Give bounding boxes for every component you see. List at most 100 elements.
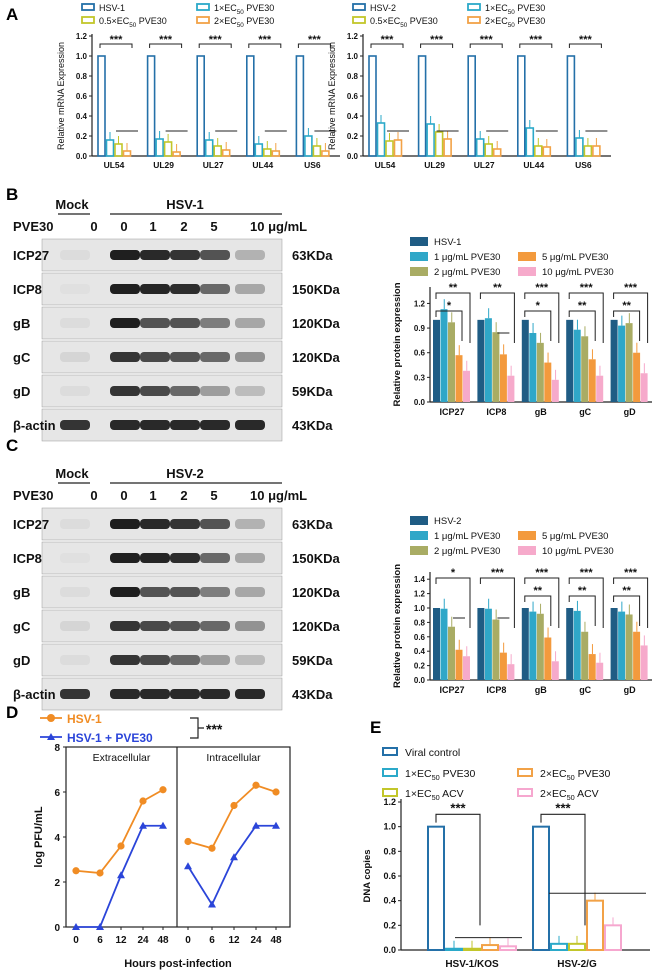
sig-label-outer: *** bbox=[580, 282, 594, 294]
bar bbox=[521, 319, 529, 402]
bar bbox=[213, 145, 222, 157]
bar bbox=[114, 143, 123, 157]
y-tick-label: 0.0 bbox=[383, 945, 396, 955]
x-tick-label: 48 bbox=[157, 935, 169, 946]
bar bbox=[484, 608, 492, 680]
legend-label: 5 μg/mL PVE30 bbox=[542, 252, 608, 263]
bar bbox=[573, 329, 581, 402]
y-tick-label: 0.3 bbox=[414, 373, 426, 382]
sig-label-outer: *** bbox=[624, 567, 638, 579]
bar bbox=[481, 944, 499, 951]
blot-band bbox=[170, 621, 200, 631]
legend-swatch bbox=[518, 531, 536, 540]
protein-label: ICP8 bbox=[13, 551, 42, 566]
bar bbox=[581, 336, 589, 402]
bar bbox=[536, 342, 544, 402]
category-label: US6 bbox=[304, 160, 321, 170]
panel-label-e: E bbox=[370, 718, 381, 737]
bar bbox=[507, 375, 515, 402]
sig-label-inner: * bbox=[536, 300, 541, 312]
bar bbox=[467, 55, 477, 157]
size-label: 120KDa bbox=[292, 350, 340, 365]
bar bbox=[625, 323, 633, 402]
protein-label: ICP27 bbox=[13, 248, 49, 263]
blot-band bbox=[110, 689, 140, 699]
blot-band bbox=[60, 386, 90, 396]
y-tick-label: 1.2 bbox=[414, 590, 426, 599]
blot-band bbox=[170, 420, 200, 430]
bar bbox=[385, 140, 394, 157]
legend-label: 2 μg/mL PVE30 bbox=[434, 267, 500, 278]
y-tick-label: 0.8 bbox=[76, 72, 88, 81]
y-tick-label: 0.2 bbox=[414, 662, 426, 671]
blot-band bbox=[60, 352, 90, 362]
blot-band bbox=[60, 318, 90, 328]
legend-marker bbox=[47, 733, 55, 740]
y-tick-label: 8 bbox=[54, 743, 60, 754]
panel-e-dna-copies: 0.0 0.2 0.4 0.6 0.8 1.0 1.2 DNA copies HSV-1/KOS… bbox=[362, 747, 650, 970]
legend-swatch bbox=[410, 546, 428, 555]
blot-band bbox=[235, 621, 265, 631]
sig-bracket bbox=[149, 43, 183, 48]
bar bbox=[525, 127, 535, 157]
sig-bracket bbox=[190, 717, 204, 739]
y-tick-label: 0.8 bbox=[414, 618, 426, 627]
blot-band bbox=[235, 250, 265, 260]
blot-band bbox=[200, 519, 230, 529]
bar bbox=[566, 319, 574, 402]
sig-label: *** bbox=[381, 34, 395, 46]
panel-label-c: C bbox=[6, 436, 18, 455]
blot-band bbox=[140, 587, 170, 597]
series-line bbox=[75, 788, 164, 874]
size-label: 120KDa bbox=[292, 585, 340, 600]
sig-bracket-outer bbox=[613, 577, 649, 628]
lane-label: 1 bbox=[149, 488, 156, 503]
category-label: gD bbox=[624, 685, 636, 695]
x-tick-label: 24 bbox=[250, 935, 262, 946]
y-tick-label: 0.4 bbox=[76, 112, 88, 121]
y-axis-label: log PFU/mL bbox=[33, 806, 45, 867]
bar bbox=[254, 143, 264, 157]
bar bbox=[146, 55, 156, 157]
category-label: UL54 bbox=[104, 160, 125, 170]
protein-label: gC bbox=[13, 619, 31, 634]
bar bbox=[596, 662, 604, 680]
sig-label-inner: * bbox=[447, 300, 452, 312]
y-tick-label: 6 bbox=[54, 788, 60, 799]
bar bbox=[477, 608, 485, 680]
panel-label-a: A bbox=[6, 5, 18, 24]
data-point bbox=[208, 844, 216, 852]
y-tick-label: 0.0 bbox=[414, 398, 426, 407]
bar bbox=[532, 825, 550, 952]
blot-band bbox=[235, 318, 265, 328]
legend-swatch bbox=[81, 16, 95, 24]
legend-label: 2 μg/mL PVE30 bbox=[434, 546, 500, 557]
lane-label: 0 bbox=[120, 488, 127, 503]
protein-label: gD bbox=[13, 384, 30, 399]
bar bbox=[163, 141, 173, 157]
bar bbox=[521, 608, 529, 680]
category-label: UL27 bbox=[474, 160, 495, 170]
category-label: gC bbox=[579, 685, 591, 695]
size-label: 43KDa bbox=[292, 418, 333, 433]
blot-band bbox=[200, 655, 230, 665]
blot-band bbox=[170, 284, 200, 294]
y-tick-label: 0.2 bbox=[383, 920, 396, 930]
protein-label: gB bbox=[13, 585, 30, 600]
blot-band bbox=[235, 352, 265, 362]
data-point bbox=[139, 797, 147, 805]
bar bbox=[568, 942, 586, 951]
sig-label: *** bbox=[258, 34, 272, 46]
bar bbox=[536, 613, 544, 680]
legend-swatch bbox=[518, 267, 536, 276]
protein-label: gD bbox=[13, 653, 30, 668]
bar bbox=[122, 150, 132, 157]
bar bbox=[588, 359, 596, 402]
blot-band bbox=[235, 553, 265, 563]
size-label: 120KDa bbox=[292, 619, 340, 634]
data-point bbox=[272, 788, 280, 796]
category-label: ICP27 bbox=[439, 407, 464, 417]
size-label: 63KDa bbox=[292, 248, 333, 263]
sig-label: *** bbox=[450, 800, 466, 815]
